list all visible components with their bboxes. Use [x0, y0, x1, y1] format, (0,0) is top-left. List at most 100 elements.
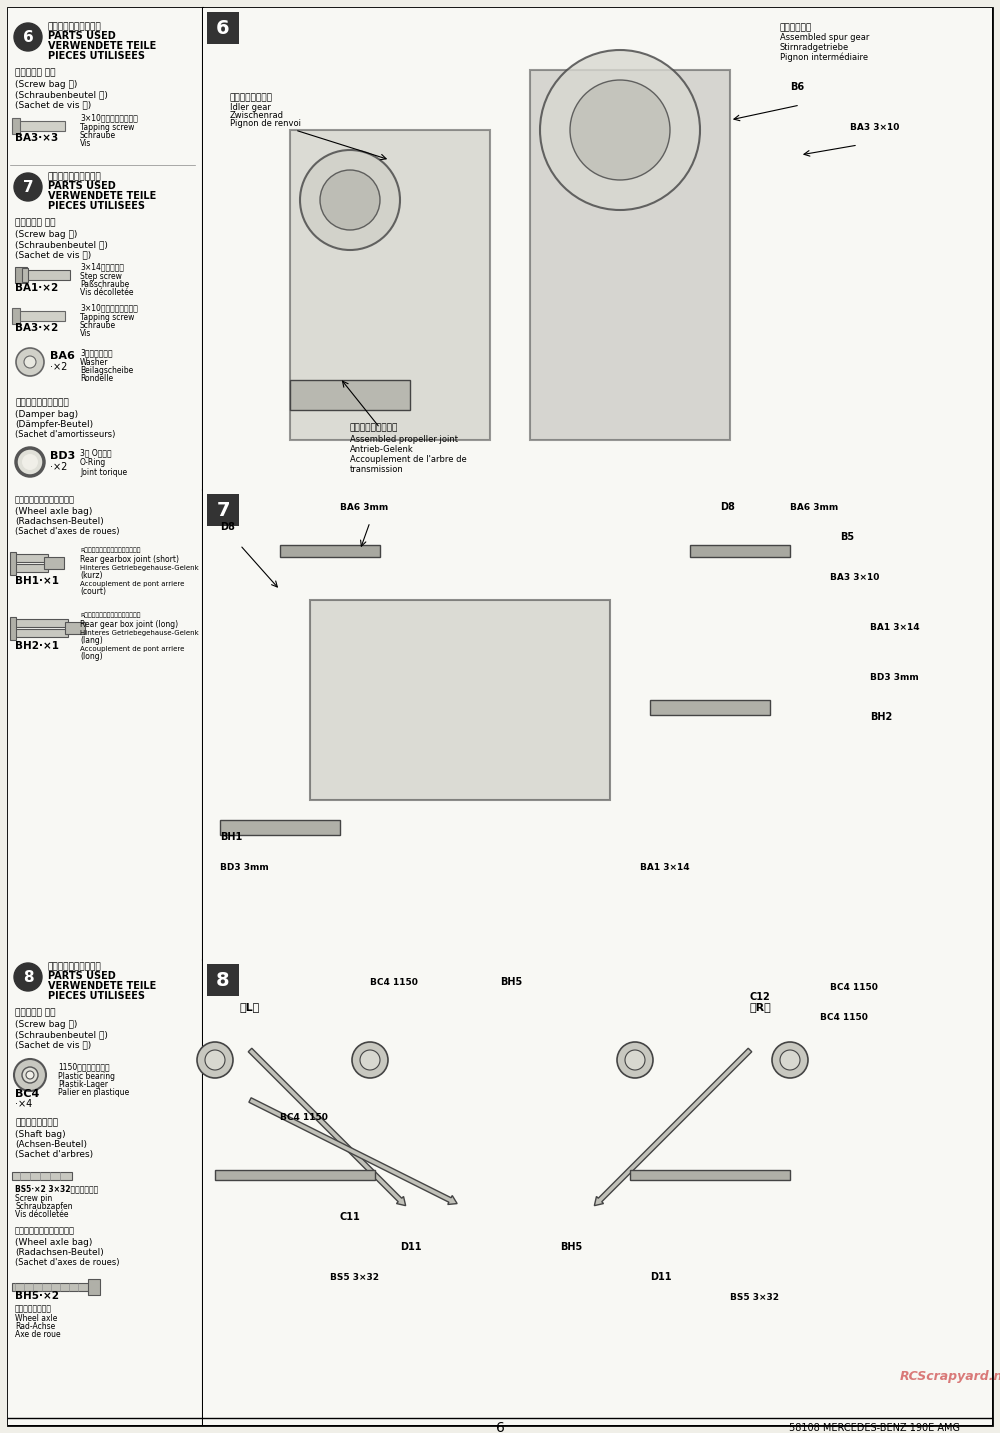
Text: BH1·×1: BH1·×1: [15, 576, 59, 586]
Circle shape: [14, 1059, 46, 1091]
Text: （ビス袋詰 Ａ）: （ビス袋詰 Ａ）: [15, 67, 56, 77]
Text: (Sachet de vis Ａ): (Sachet de vis Ａ): [15, 100, 91, 109]
Text: BA3 3×10: BA3 3×10: [850, 123, 899, 132]
Bar: [88, 1280, 100, 1295]
Text: (lang): (lang): [80, 636, 103, 645]
Text: PIECES UTILISEES: PIECES UTILISEES: [48, 992, 145, 1002]
Text: BH2: BH2: [870, 712, 892, 722]
Bar: [15, 267, 27, 282]
Text: BS5·×2 3×32㎜スクリビン: BS5·×2 3×32㎜スクリビン: [15, 1184, 98, 1194]
Text: PARTS USED: PARTS USED: [48, 181, 116, 191]
Bar: [290, 130, 490, 440]
Text: Rギヤーボックスジョイント（短）: Rギヤーボックスジョイント（短）: [80, 547, 140, 553]
Bar: [203, 490, 992, 960]
Bar: [220, 820, 340, 835]
Bar: [10, 552, 16, 575]
Text: Washer: Washer: [80, 358, 108, 367]
Text: BS5 3×32: BS5 3×32: [730, 1293, 779, 1303]
Text: (Screw bag Ａ): (Screw bag Ａ): [15, 80, 77, 89]
Text: 〈R〉: 〈R〉: [750, 1002, 772, 1012]
Text: Wheel axle: Wheel axle: [15, 1314, 57, 1323]
Text: 〈L〉: 〈L〉: [240, 1002, 260, 1012]
Text: PARTS USED: PARTS USED: [48, 972, 116, 982]
Text: BC4: BC4: [15, 1089, 39, 1099]
Text: 3㎜ワッシャー: 3㎜ワッシャー: [80, 348, 113, 357]
Text: D8: D8: [720, 502, 735, 512]
Bar: [690, 545, 790, 557]
Text: BA1 3×14: BA1 3×14: [870, 623, 920, 632]
Text: (Sachet d'axes de roues): (Sachet d'axes de roues): [15, 527, 120, 536]
Circle shape: [205, 1050, 225, 1070]
Circle shape: [780, 1050, 800, 1070]
Text: BS5 3×32: BS5 3×32: [330, 1273, 379, 1283]
Circle shape: [16, 348, 44, 375]
Bar: [280, 545, 380, 557]
Text: VERWENDETE TEILE: VERWENDETE TEILE: [48, 982, 156, 992]
Bar: [13, 555, 48, 562]
Text: Assembled propeller joint: Assembled propeller joint: [350, 436, 458, 444]
Text: Idler gear: Idler gear: [230, 103, 271, 112]
Bar: [8, 9, 203, 1424]
Text: BA6 3mm: BA6 3mm: [790, 503, 838, 512]
Text: Rギヤーボックスジョイント（長）: Rギヤーボックスジョイント（長）: [80, 612, 140, 618]
Text: 6: 6: [496, 1422, 504, 1433]
Bar: [15, 311, 65, 321]
Text: Rad-Achse: Rad-Achse: [15, 1323, 55, 1331]
Text: transmission: transmission: [350, 464, 404, 474]
Text: (Sachet d'axes de roues): (Sachet d'axes de roues): [15, 1258, 120, 1267]
Text: 8: 8: [23, 970, 33, 984]
Circle shape: [197, 1042, 233, 1078]
Text: BH5: BH5: [500, 977, 522, 987]
Text: (Wheel axle bag): (Wheel axle bag): [15, 1238, 92, 1247]
Circle shape: [772, 1042, 808, 1078]
Text: BA6: BA6: [50, 351, 75, 361]
Text: Plastik-Lager: Plastik-Lager: [58, 1080, 108, 1089]
Text: Beilagscheibe: Beilagscheibe: [80, 365, 133, 375]
Text: BC4 1150: BC4 1150: [370, 977, 418, 987]
Bar: [12, 1283, 92, 1291]
Circle shape: [22, 454, 38, 470]
FancyArrow shape: [248, 1048, 406, 1205]
Circle shape: [300, 150, 400, 249]
Text: Pignon de renvoi: Pignon de renvoi: [230, 119, 301, 128]
Bar: [15, 120, 65, 130]
Text: （ホイールアクスル袋詰）: （ホイールアクスル袋詰）: [15, 1227, 75, 1235]
Text: 8: 8: [216, 970, 230, 990]
Text: アイドラーギヤー: アイドラーギヤー: [230, 93, 273, 102]
Text: (Sachet d'amortisseurs): (Sachet d'amortisseurs): [15, 430, 115, 438]
Bar: [203, 960, 992, 1424]
Text: (kurz): (kurz): [80, 570, 103, 580]
Text: 58108 MERCEDES-BENZ 190E AMG: 58108 MERCEDES-BENZ 190E AMG: [789, 1423, 960, 1433]
Text: 6: 6: [216, 19, 230, 37]
Text: Screw pin: Screw pin: [15, 1194, 52, 1202]
Text: BH1: BH1: [220, 833, 242, 843]
Bar: [13, 565, 48, 572]
Text: O-Ring: O-Ring: [80, 459, 106, 467]
Circle shape: [14, 173, 42, 201]
Text: Rear gear box joint (long): Rear gear box joint (long): [80, 620, 178, 629]
Text: ·×2: ·×2: [50, 461, 67, 471]
Text: (Damper bag): (Damper bag): [15, 410, 78, 418]
Text: Hinteres Getriebegehause-Gelenk: Hinteres Getriebegehause-Gelenk: [80, 565, 199, 570]
Circle shape: [14, 963, 42, 992]
Bar: [207, 494, 239, 526]
Text: RCScrapyard.net: RCScrapyard.net: [900, 1370, 1000, 1383]
Text: VERWENDETE TEILE: VERWENDETE TEILE: [48, 191, 156, 201]
Text: Antrieb-Gelenk: Antrieb-Gelenk: [350, 446, 414, 454]
Text: 1150プラベアリング: 1150プラベアリング: [58, 1062, 110, 1070]
Circle shape: [617, 1042, 653, 1078]
Text: PARTS USED: PARTS USED: [48, 32, 116, 42]
Bar: [530, 70, 730, 440]
Text: BA1·×2: BA1·×2: [15, 282, 58, 292]
FancyArrow shape: [594, 1048, 752, 1205]
Text: Accouplement de pont arriere: Accouplement de pont arriere: [80, 646, 184, 652]
Text: B6: B6: [790, 82, 804, 92]
Text: C11: C11: [340, 1212, 361, 1222]
Text: Vis décolletée: Vis décolletée: [15, 1209, 68, 1219]
Bar: [13, 619, 68, 628]
Text: Hinteres Getriebegehause-Gelenk: Hinteres Getriebegehause-Gelenk: [80, 631, 199, 636]
Text: D11: D11: [400, 1242, 422, 1252]
Text: （ビス袋詰 Ａ）: （ビス袋詰 Ａ）: [15, 218, 56, 226]
Circle shape: [570, 80, 670, 181]
Text: (Schraubenbeutel Ａ): (Schraubenbeutel Ａ): [15, 90, 108, 99]
